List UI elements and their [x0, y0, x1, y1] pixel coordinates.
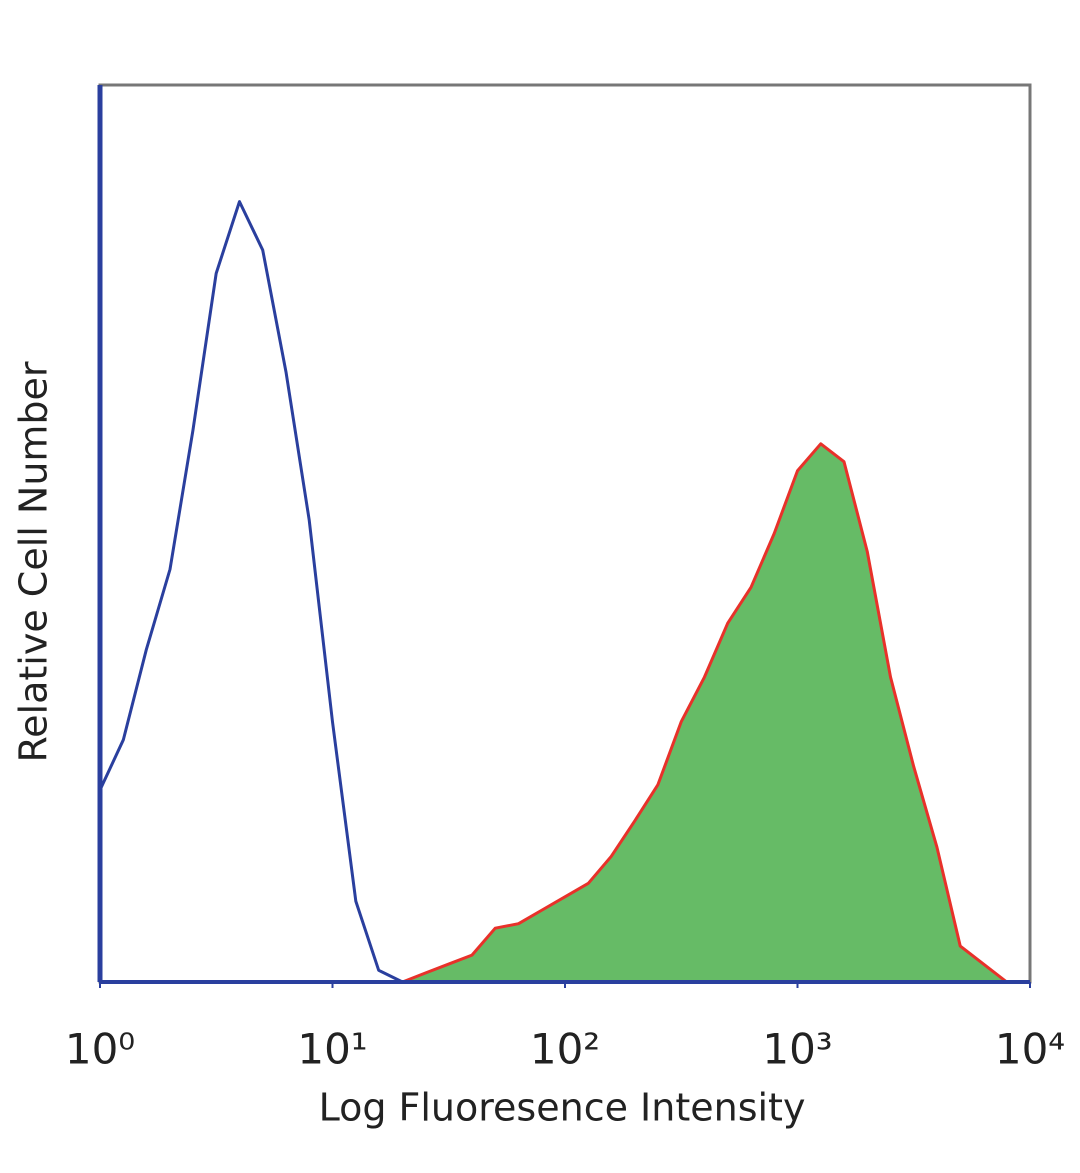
- x-axis-label: Log Fluoresence Intensity: [319, 1086, 806, 1130]
- histogram-line: [401, 442, 1008, 984]
- y-axis-label: Relative Cell Number: [12, 361, 56, 762]
- x-tick-label: 10¹: [297, 1025, 367, 1074]
- x-tick-label: 10²: [530, 1025, 600, 1074]
- x-tick-label: 10⁰: [65, 1025, 135, 1074]
- x-tick-label: 10⁴: [995, 1025, 1065, 1074]
- x-tick-label: 10³: [762, 1025, 832, 1074]
- histogram-area: [402, 443, 1007, 982]
